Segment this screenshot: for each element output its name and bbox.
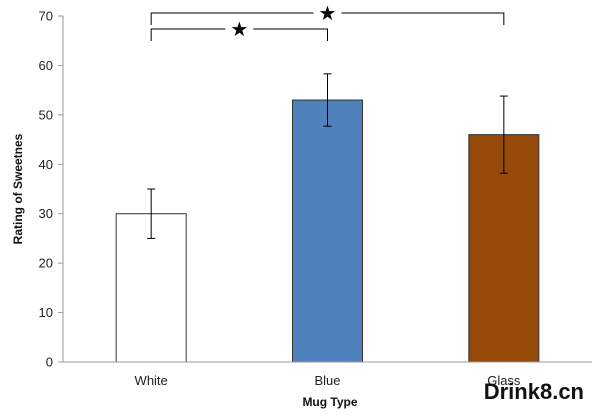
x-axis-title: Mug Type	[302, 395, 357, 409]
y-axis-ticks: 0 10 20 30 40 50 60 70	[39, 9, 63, 370]
significance-brackets: ★★	[150, 1, 505, 41]
y-tick-label: 0	[46, 355, 53, 370]
significance-bracket: ★	[150, 17, 328, 41]
error-bars	[147, 73, 508, 239]
error-bar	[499, 95, 508, 174]
y-axis-title: Rating of Sweetnes	[11, 133, 25, 244]
error-bar	[147, 188, 156, 239]
y-tick-label: 40	[39, 157, 53, 172]
y-tick-label: 10	[39, 305, 53, 320]
watermark: Drink8.cn	[484, 379, 584, 404]
y-tick-label: 20	[39, 256, 53, 271]
x-axis-labels: White Blue Glass	[135, 373, 521, 388]
error-bar	[323, 73, 332, 127]
significance-star-icon: ★	[230, 17, 248, 41]
significance-star-icon: ★	[319, 1, 337, 25]
bars	[115, 99, 540, 363]
y-tick-label: 70	[39, 9, 53, 24]
y-tick-label: 50	[39, 107, 53, 122]
x-tick-label: Glass	[487, 373, 521, 388]
bar-blue	[292, 99, 363, 363]
x-tick-label: Blue	[314, 373, 340, 388]
y-tick-label: 60	[39, 58, 53, 73]
y-tick-label: 30	[39, 206, 53, 221]
significance-bracket: ★	[150, 1, 505, 25]
x-tick-label: White	[135, 373, 168, 388]
